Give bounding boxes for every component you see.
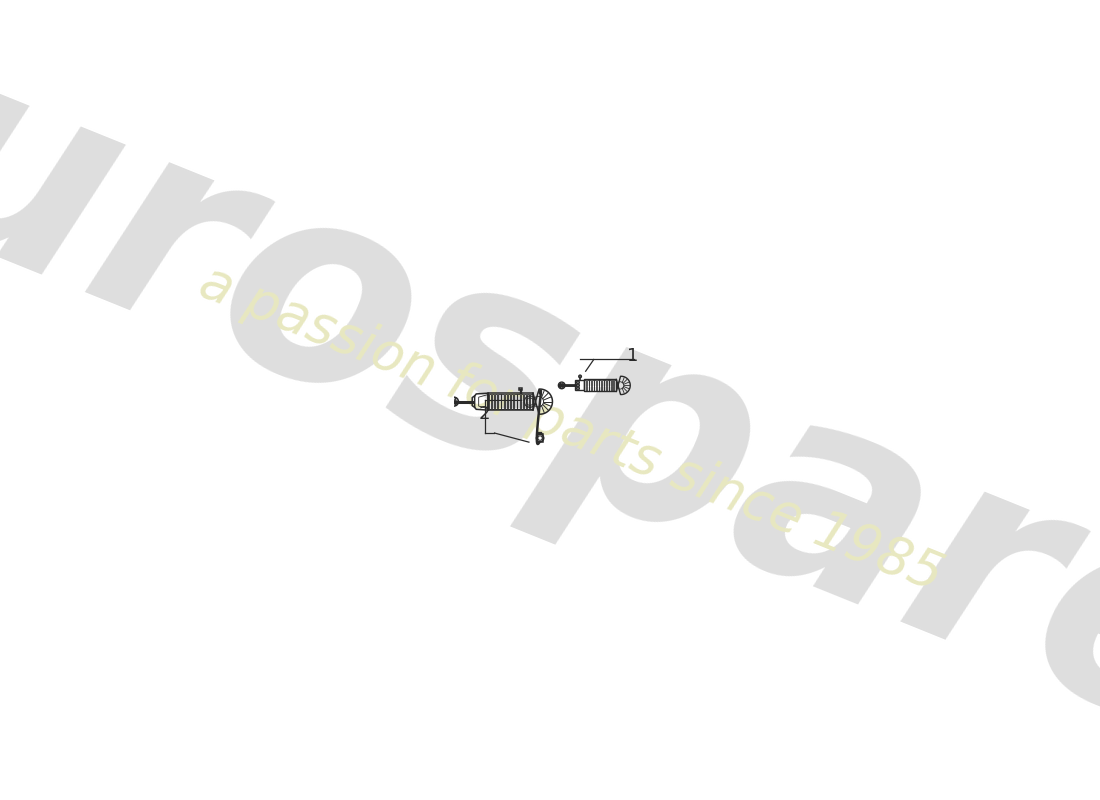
Bar	[514, 394, 517, 410]
Text: 1: 1	[627, 347, 638, 366]
Text: 2: 2	[478, 406, 490, 423]
Bar	[596, 380, 598, 390]
Bar	[612, 380, 614, 390]
Bar	[584, 380, 586, 390]
Bar	[600, 380, 601, 390]
Bar	[502, 394, 504, 410]
Bar	[524, 394, 526, 410]
Bar	[508, 394, 510, 410]
Bar	[594, 380, 596, 390]
Bar	[505, 394, 507, 410]
Bar	[498, 394, 500, 410]
Bar	[517, 394, 520, 410]
Bar	[520, 394, 522, 410]
Bar	[592, 380, 594, 390]
Bar	[530, 394, 532, 410]
Bar	[527, 394, 529, 410]
Bar	[488, 394, 491, 410]
Bar	[604, 380, 606, 390]
Bar	[590, 380, 591, 390]
Bar	[488, 393, 534, 410]
Bar	[602, 380, 604, 390]
Bar	[512, 394, 514, 410]
Bar	[575, 381, 584, 390]
Text: a passion for parts since 1985: a passion for parts since 1985	[192, 256, 950, 602]
Bar	[519, 388, 522, 390]
Bar	[609, 380, 611, 390]
Bar	[586, 380, 589, 390]
Bar	[614, 380, 616, 390]
Bar	[495, 394, 497, 410]
Bar	[584, 379, 616, 391]
Bar	[492, 394, 494, 410]
Bar	[537, 434, 543, 442]
Bar	[606, 380, 608, 390]
